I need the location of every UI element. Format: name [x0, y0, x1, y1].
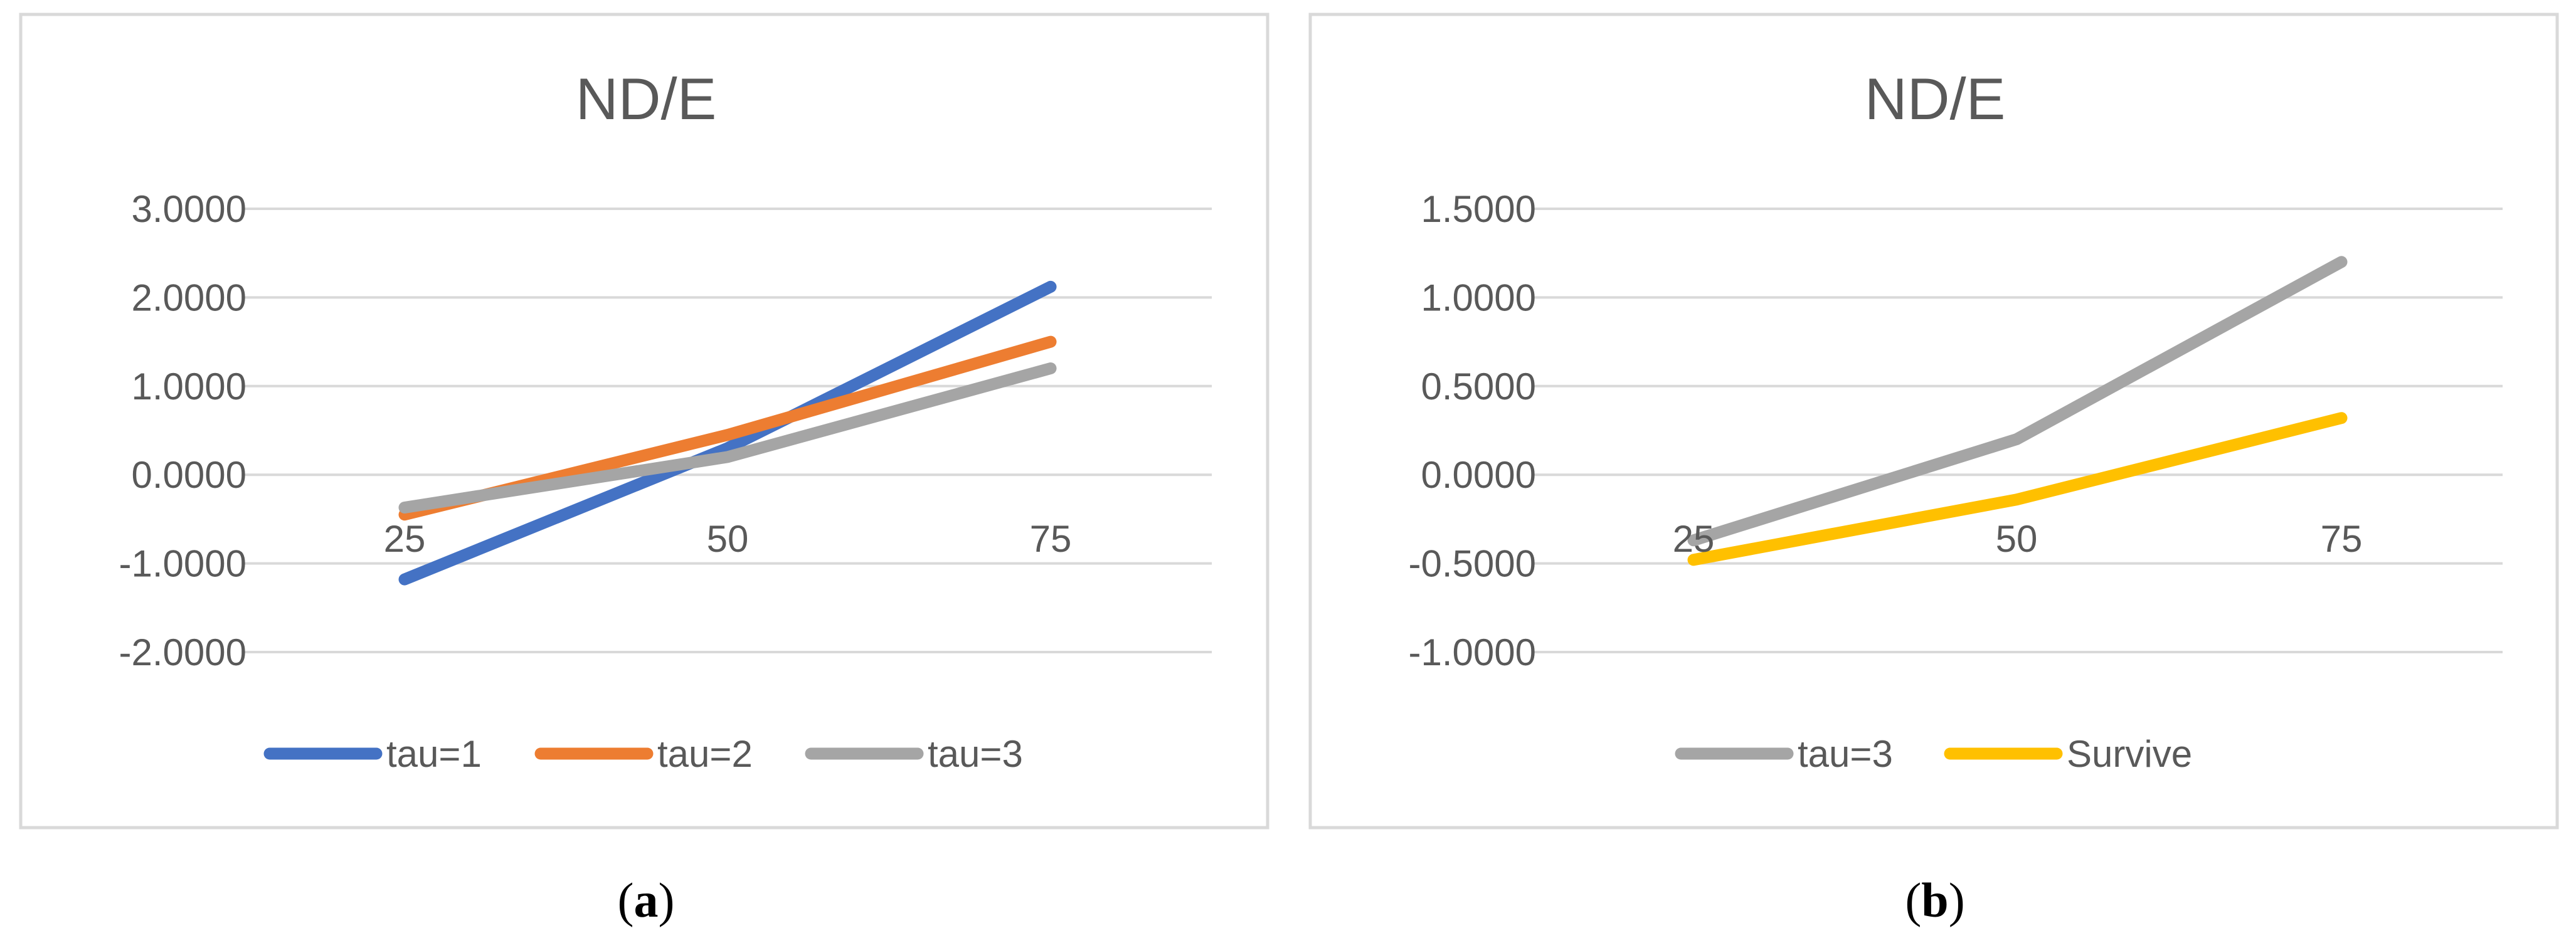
x-tick-label: 75: [2321, 518, 2363, 560]
series-line-tau-1: [398, 280, 1057, 586]
y-tick-label: -1.0000: [119, 543, 247, 585]
legend-label: tau=3: [1798, 733, 1893, 775]
y-tick-label: 3.0000: [131, 188, 246, 230]
y-tick-label: 2.0000: [131, 277, 246, 319]
y-tick-label: 0.0000: [131, 454, 246, 496]
legend-b: tau=3 Survive: [1675, 733, 2192, 775]
chart-panel-b: ND/E 1.5000 1.0000 0.5000 0.0000 -0.5000 -1.0…: [1308, 13, 2559, 830]
legend-label: tau=1: [386, 733, 482, 775]
chart-border-b: [1308, 13, 2559, 830]
x-tick-label: 75: [1030, 518, 1072, 560]
y-tick-label: 1.5000: [1421, 188, 1536, 230]
legend-label: tau=3: [928, 733, 1023, 775]
y-tick-labels-a: 3.0000 2.0000 1.0000 0.0000 -1.0000 -2.0000: [119, 188, 247, 673]
series-lines-b: [1687, 256, 2348, 566]
caption-a: (a): [618, 873, 675, 927]
legend-label: Survive: [2067, 733, 2192, 775]
chart-panel-a: ND/E 3.0000 2.0000 1.0000 0.0000 -1.0000 -2.0…: [19, 13, 1269, 830]
y-tick-label: -1.0000: [1409, 631, 1537, 673]
y-tick-label: 0.5000: [1421, 366, 1536, 408]
y-tick-label: 0.0000: [1421, 454, 1536, 496]
series-line-survive: [1687, 412, 2348, 566]
chart-title-b: ND/E: [1865, 66, 2006, 132]
x-tick-labels-a: 25 50 75: [384, 518, 1072, 560]
y-tick-label: -0.5000: [1409, 543, 1537, 585]
legend-label: tau=2: [657, 733, 753, 775]
legend-a: tau=1 tau=2 tau=3: [263, 733, 1023, 775]
x-tick-label: 25: [384, 518, 426, 560]
x-tick-labels-b: 25 50 75: [1673, 518, 2363, 560]
y-tick-label: 1.0000: [131, 366, 246, 408]
x-tick-label: 25: [1673, 518, 1715, 560]
gridlines-a: [241, 208, 1212, 653]
x-tick-label: 50: [1996, 518, 2038, 560]
chart-border-a: [19, 13, 1269, 830]
y-tick-label: -2.0000: [119, 631, 247, 673]
x-tick-label: 50: [707, 518, 749, 560]
series-line-tau-3: [398, 362, 1057, 514]
y-tick-labels-b: 1.5000 1.0000 0.5000 0.0000 -0.5000 -1.0000: [1409, 188, 1537, 673]
caption-b: (b): [1905, 873, 1964, 927]
y-tick-label: 1.0000: [1421, 277, 1536, 319]
series-lines-a: [398, 280, 1057, 586]
chart-title-a: ND/E: [576, 66, 717, 132]
series-line-tau-3: [1687, 256, 2348, 547]
